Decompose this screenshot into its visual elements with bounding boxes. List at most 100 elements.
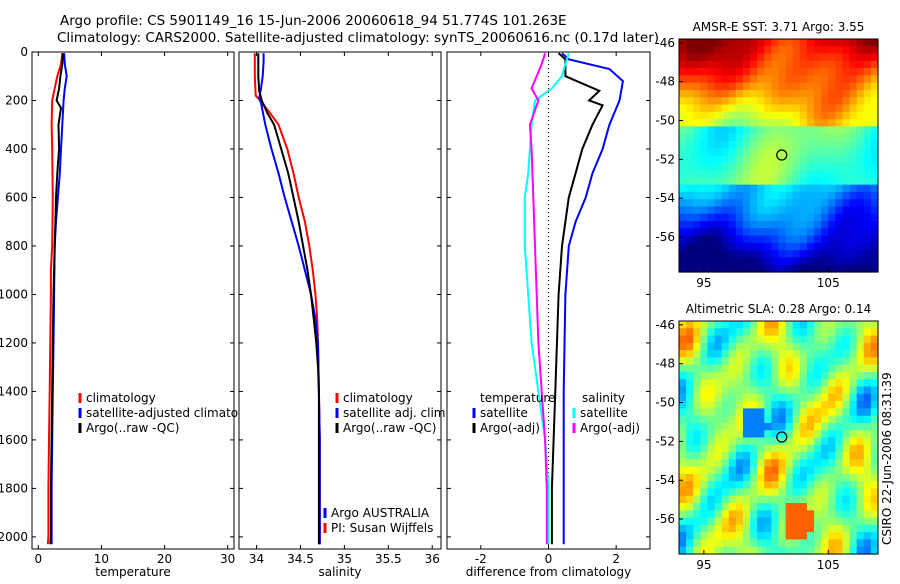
heatmap-cell [849,53,858,62]
heatmap-cell [835,228,844,237]
heatmap-cell [742,111,751,120]
heatmap-cell [728,495,737,504]
heatmap-cell [814,89,822,98]
heatmap-cell [806,228,815,237]
heatmap-cell [785,133,794,142]
heatmap-cell [721,393,730,402]
heatmap-cell [835,459,844,468]
heatmap-cell [679,199,687,208]
heatmap-cell [735,495,744,504]
heatmap-cell [707,140,716,149]
heatmap-cell [856,68,865,77]
heatmap-cell [828,170,836,178]
heatmap-cell [870,408,879,417]
map-y-tick-label: -50 [655,114,675,128]
heatmap-cell [750,481,758,490]
heatmap-cell [764,503,772,511]
heatmap-cell [714,148,723,157]
heatmap-cell [799,546,808,555]
heatmap-cell [700,89,709,98]
heatmap-cell [863,473,872,482]
heatmap-cell [856,430,865,439]
heatmap-cell [693,250,701,259]
heatmap-cell [707,257,716,266]
heatmap-cell [849,466,858,475]
heatmap-cell [806,437,815,446]
heatmap-cell [707,328,716,337]
heatmap-cell [714,364,723,373]
heatmap-cell [778,364,787,373]
heatmap-cell [721,488,730,497]
heatmap-cell [757,357,765,366]
heatmap-cell [821,221,829,229]
heatmap-cell [742,250,751,259]
heatmap-cell [778,264,787,273]
heatmap-cell [863,68,872,77]
heatmap-cell [693,228,701,237]
heatmap-cell [771,264,780,273]
heatmap-cell [835,452,844,460]
heatmap-cell [856,473,865,482]
heatmap-cell [742,191,751,200]
timestamp-side-label: CSIRO 22-Jun-2006 08:31:39 [880,372,894,545]
heatmap-cell [700,126,709,135]
legend-label: satellite-adjusted climatology [86,406,264,420]
heatmap-cell [870,415,879,424]
heatmap-cell [828,184,836,193]
heatmap-cell [792,184,801,193]
heatmap-cell [863,510,872,519]
heatmap-cell [764,342,772,351]
heatmap-cell [821,393,829,402]
heatmap-cell [707,371,716,380]
heatmap-cell [721,342,730,351]
heatmap-cell [757,126,765,135]
heatmap-cell [799,371,808,380]
heatmap-cell [686,177,694,186]
heatmap-cell [856,199,865,208]
heatmap-cell [806,401,815,409]
heatmap-cell [799,473,808,482]
series-line-argo [257,53,320,545]
heatmap-cell [764,495,772,504]
heatmap-cell [771,60,780,69]
heatmap-cell [735,481,744,490]
heatmap-cell [721,422,730,431]
heatmap-cell [863,126,872,135]
heatmap-cell [863,328,872,337]
heatmap-cell [778,430,787,439]
heatmap-cell [863,379,872,388]
heatmap-cell [849,177,858,186]
heatmap-cell [707,364,716,373]
heatmap-cell [679,415,687,424]
heatmap-cell [814,386,822,395]
heatmap-cell [757,140,765,149]
heatmap-cell [792,466,801,475]
heatmap-cell [842,111,851,120]
heatmap-cell [700,250,709,259]
heatmap-cell [792,140,801,149]
heatmap-cell [693,379,701,388]
heatmap-cell [842,206,851,215]
heatmap-cell [750,430,758,439]
heatmap-cell [842,97,851,106]
heatmap-cell [693,162,701,171]
heatmap-cell [785,199,794,208]
heatmap-cell [757,539,765,548]
heatmap-cell [721,437,730,446]
heatmap-cell [757,191,765,200]
heatmap-cell [714,393,723,402]
heatmap-cell [778,532,787,541]
heatmap-cell [728,177,737,186]
heatmap-cell [870,459,879,468]
heatmap-cell [814,213,822,222]
heatmap-cell [721,184,730,193]
heatmap-cell [714,184,723,193]
heatmap-cell [771,415,780,424]
heatmap-cell [814,488,822,497]
heatmap-cell [686,53,694,62]
heatmap-cell [764,430,772,439]
heatmap-cell [750,452,758,460]
heatmap-cell [828,53,836,62]
heatmap-cell [728,430,737,439]
heatmap-cell [742,257,751,266]
